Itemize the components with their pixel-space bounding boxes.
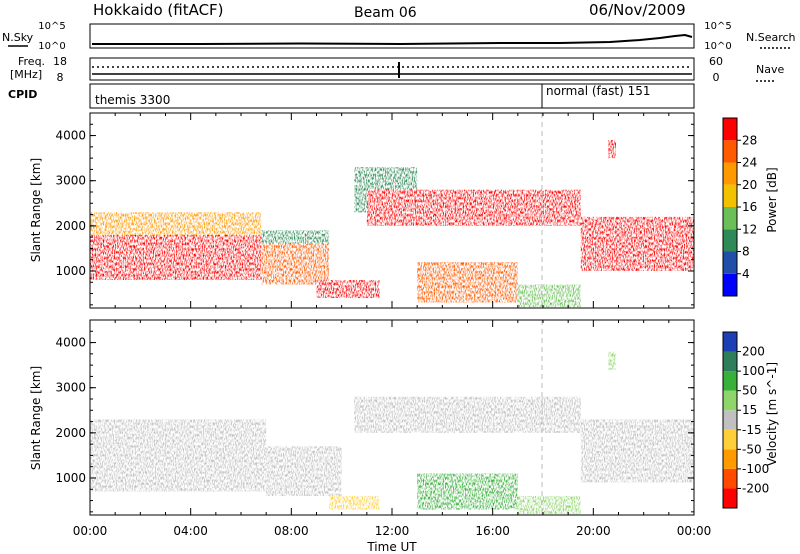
velocity-region-1 bbox=[266, 446, 342, 497]
colorbar-tick-label: 20 bbox=[742, 178, 757, 192]
colorbar-tick-label: -100 bbox=[742, 462, 769, 476]
colorbar-swatch bbox=[723, 332, 737, 352]
colorbar-tick-label: 24 bbox=[742, 156, 757, 170]
velocity-colorbar-label: Velocity [m s^-1] bbox=[765, 362, 779, 466]
beam-label: Beam 06 bbox=[354, 5, 417, 21]
nsearch-tick-high: 10^5 bbox=[704, 21, 731, 32]
power-region-8 bbox=[517, 284, 581, 308]
colorbar-swatch bbox=[723, 251, 737, 274]
velocity-region-7 bbox=[608, 351, 616, 370]
colorbar-tick-label: 12 bbox=[742, 222, 757, 236]
colorbar-tick-label: 4 bbox=[742, 267, 750, 281]
colorbar-tick-label: 8 bbox=[742, 245, 750, 259]
power-region-7 bbox=[417, 261, 518, 303]
power-region-2 bbox=[261, 243, 330, 285]
power-region-9 bbox=[580, 216, 694, 271]
colorbar-swatch bbox=[723, 184, 737, 207]
freq-tick-high: 18 bbox=[53, 55, 67, 68]
power-region-6 bbox=[366, 189, 581, 226]
velocity-region-5 bbox=[517, 496, 581, 515]
colorbar-swatch bbox=[723, 410, 737, 430]
colorbar-swatch bbox=[723, 488, 737, 508]
x-tick-label: 16:00 bbox=[475, 524, 510, 538]
colorbar-swatch bbox=[723, 140, 737, 163]
power-y-axis-label: Slant Range [km] bbox=[29, 158, 43, 262]
noise-strip: N.Sky 10^5 10^0 10^5 10^0 N.Search bbox=[2, 21, 796, 52]
colorbar-tick-label: -15 bbox=[742, 423, 762, 437]
colorbar-tick-label: 28 bbox=[742, 133, 757, 147]
colorbar-swatch bbox=[723, 390, 737, 411]
date-label: 06/Nov/2009 bbox=[589, 1, 686, 19]
velocity-colorbar: 200 100 50 15 -15 -50 -100 -200 Velocity [m s^-… bbox=[722, 331, 779, 509]
nsearch-label: N.Search bbox=[746, 31, 796, 44]
velocity-region-6 bbox=[580, 419, 694, 483]
x-tick-label: 20:00 bbox=[576, 524, 611, 538]
colorbar-swatch bbox=[723, 449, 737, 469]
station-title: Hokkaido (fitACF) bbox=[93, 1, 224, 19]
cpid-mode-themis: themis 3300 bbox=[95, 93, 170, 107]
velocity-panel: 1000 2000 3000 4000 Slant Range [km] 00:00 0… bbox=[29, 319, 712, 554]
colorbar-swatch bbox=[723, 207, 737, 230]
freq-unit: [MHz] bbox=[10, 68, 42, 81]
velocity-region-4 bbox=[417, 473, 518, 510]
colorbar-swatch bbox=[723, 429, 737, 450]
y-tick-label: 2000 bbox=[55, 426, 86, 440]
colorbar-swatch bbox=[723, 371, 737, 391]
nave-label: Nave bbox=[756, 63, 784, 76]
colorbar-swatch bbox=[723, 351, 737, 372]
x-tick-label: 12:00 bbox=[375, 524, 410, 538]
power-region-0 bbox=[90, 234, 262, 281]
x-tick-label: 04:00 bbox=[173, 524, 208, 538]
velocity-y-axis-label: Slant Range [km] bbox=[29, 366, 43, 470]
power-region-10 bbox=[608, 140, 616, 159]
colorbar-tick-label: 16 bbox=[742, 200, 757, 214]
y-tick-label: 2000 bbox=[55, 219, 86, 233]
power-region-3 bbox=[261, 230, 330, 244]
y-tick-label: 4000 bbox=[55, 336, 86, 350]
y-tick-label: 1000 bbox=[55, 471, 86, 485]
nsky-label: N.Sky bbox=[2, 31, 34, 44]
y-tick-label: 3000 bbox=[55, 174, 86, 188]
x-tick-label: 00:00 bbox=[73, 524, 108, 538]
colorbar-frame bbox=[722, 331, 738, 509]
colorbar-swatch bbox=[723, 118, 737, 141]
x-axis-label: Time UT bbox=[366, 540, 417, 554]
colorbar-tick-label: 50 bbox=[742, 384, 757, 398]
nsky-tick-low: 10^0 bbox=[38, 41, 65, 52]
velocity-region-0 bbox=[90, 419, 267, 492]
power-colorbar-label: Power [dB] bbox=[765, 167, 779, 232]
colorbar-swatch bbox=[723, 273, 737, 296]
cpid-label: CPID bbox=[8, 88, 37, 101]
nave-tick-high: 60 bbox=[709, 55, 723, 68]
power-region-1 bbox=[90, 212, 262, 235]
cpid-mode-normal: normal (fast) 151 bbox=[546, 84, 650, 98]
freq-label: Freq. bbox=[18, 55, 45, 68]
power-colorbar: 4 8 12 16 20 24 28 Power [dB] bbox=[722, 117, 779, 297]
colorbar-tick-label: -50 bbox=[742, 442, 762, 456]
y-tick-label: 4000 bbox=[55, 129, 86, 143]
velocity-region-3 bbox=[354, 396, 581, 433]
nsky-tick-high: 10^5 bbox=[38, 21, 65, 32]
colorbar-tick-label: 15 bbox=[742, 403, 757, 417]
freq-tick-low: 8 bbox=[57, 71, 64, 84]
colorbar-tick-label: -200 bbox=[742, 481, 769, 495]
colorbar-frame bbox=[722, 117, 738, 297]
x-tick-label: 00:00 bbox=[677, 524, 712, 538]
y-tick-label: 1000 bbox=[55, 264, 86, 278]
power-panel: 1000 2000 3000 4000 Slant Range [km] bbox=[29, 112, 695, 309]
nsearch-tick-low: 10^0 bbox=[704, 41, 731, 52]
y-tick-label: 3000 bbox=[55, 381, 86, 395]
freq-strip: Freq. [MHz] 18 8 60 0 Nave bbox=[10, 55, 784, 84]
colorbar-tick-label: 100 bbox=[742, 364, 765, 378]
x-tick-label: 08:00 bbox=[274, 524, 309, 538]
velocity-region-2 bbox=[329, 496, 380, 510]
colorbar-swatch bbox=[723, 162, 737, 185]
colorbar-swatch bbox=[723, 468, 737, 489]
nave-tick-low: 0 bbox=[713, 71, 720, 84]
power-region-4 bbox=[316, 280, 380, 299]
colorbar-swatch bbox=[723, 229, 737, 252]
cpid-strip: CPID themis 3300 normal (fast) 151 bbox=[8, 83, 695, 109]
colorbar-tick-label: 200 bbox=[742, 345, 765, 359]
